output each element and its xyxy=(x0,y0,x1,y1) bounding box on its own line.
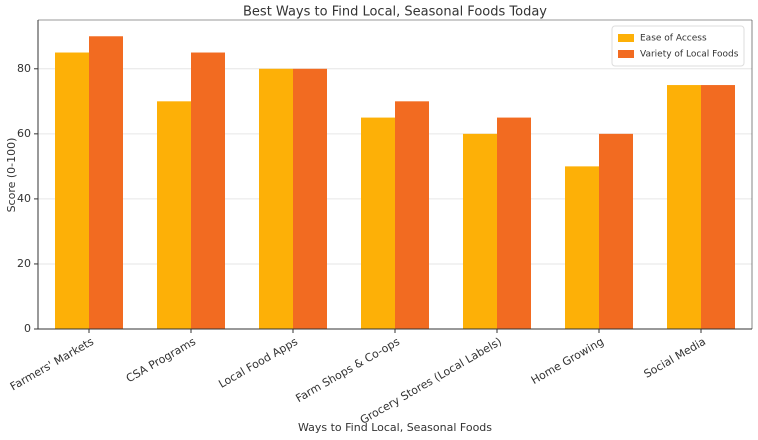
bar xyxy=(191,52,225,330)
y-axis-label: Score (0-100) xyxy=(5,138,18,213)
bar xyxy=(599,133,633,329)
legend-label: Ease of Access xyxy=(640,34,707,44)
legend-swatch xyxy=(618,34,634,42)
bar xyxy=(259,68,293,329)
x-axis-label: Ways to Find Local, Seasonal Foods xyxy=(298,421,492,434)
legend-label: Variety of Local Foods xyxy=(640,50,739,60)
x-tick-label: Home Growing xyxy=(529,335,606,387)
legend: Ease of Access Variety of Local Foods xyxy=(611,25,745,67)
bar xyxy=(667,85,701,329)
x-tick-label: Social Media xyxy=(642,335,708,381)
bar xyxy=(157,101,191,329)
y-tick-label: 80 xyxy=(17,62,31,75)
y-tick-label: 0 xyxy=(24,322,31,335)
x-tick-label: Farm Shops & Co-ops xyxy=(293,335,402,405)
chart-title: Best Ways to Find Local, Seasonal Foods … xyxy=(243,5,547,20)
x-tick-label: Farmers' Markets xyxy=(8,335,96,393)
y-tick-label: 60 xyxy=(17,127,31,140)
legend-box xyxy=(611,25,745,67)
bar xyxy=(497,117,531,329)
bar xyxy=(89,36,123,330)
bar xyxy=(463,133,497,329)
bar xyxy=(701,85,735,329)
y-tick-label: 40 xyxy=(17,192,31,205)
y-tick-label: 20 xyxy=(17,257,31,270)
legend-swatch xyxy=(618,50,634,58)
bar xyxy=(293,68,327,329)
bar xyxy=(55,52,89,330)
bar xyxy=(361,117,395,329)
bar xyxy=(395,101,429,329)
x-tick-label: Local Food Apps xyxy=(216,335,300,391)
x-tick-label: CSA Programs xyxy=(124,335,198,385)
bar xyxy=(565,166,599,329)
